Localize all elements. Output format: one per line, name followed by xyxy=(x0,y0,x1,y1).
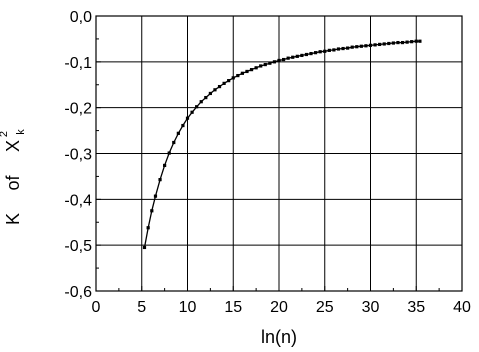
data-point xyxy=(378,42,382,47)
y-axis-label: K of X 2 k xyxy=(0,129,27,225)
data-point xyxy=(387,41,391,46)
x-tick-label: 35 xyxy=(407,299,425,316)
data-point xyxy=(181,123,185,128)
data-point xyxy=(382,42,386,46)
x-tick-label: 30 xyxy=(362,299,380,316)
y-tick-label: -0,1 xyxy=(64,55,92,72)
data-point xyxy=(167,151,171,155)
data-point xyxy=(323,49,327,53)
data-point xyxy=(286,56,290,60)
data-point xyxy=(208,91,212,96)
data-point xyxy=(176,131,180,135)
x-tick-label: 15 xyxy=(224,299,242,316)
x-tick-labels: 0 5 10 15 20 25 30 35 40 xyxy=(92,299,471,316)
data-point xyxy=(249,68,254,72)
data-point xyxy=(359,44,363,48)
data-point xyxy=(318,50,322,54)
data-point xyxy=(332,48,336,52)
data-point xyxy=(142,245,147,250)
data-point xyxy=(236,73,240,78)
y-axis-label-of: of xyxy=(3,174,23,190)
y-tick-labels: 0,0 -0,1 -0,2 -0,3 -0,4 -0,5 -0,6 xyxy=(64,9,92,301)
data-point xyxy=(158,178,162,182)
data-point xyxy=(150,209,154,213)
y-tick-label: -0,6 xyxy=(64,284,92,301)
x-tick-label: 25 xyxy=(316,299,334,316)
data-point xyxy=(185,116,190,120)
data-point xyxy=(254,66,258,70)
data-point xyxy=(146,226,150,230)
data-point xyxy=(300,53,304,58)
x-tick-label: 20 xyxy=(270,299,288,316)
y-axis-label-x: X xyxy=(3,140,23,152)
data-point xyxy=(153,194,158,198)
data-point xyxy=(277,58,281,63)
data-point xyxy=(396,40,400,45)
data-point xyxy=(309,51,313,56)
series-line xyxy=(143,40,420,248)
x-tick-label: 10 xyxy=(179,299,197,316)
x-tick-label: 5 xyxy=(137,299,146,316)
data-point xyxy=(291,55,295,59)
data-point xyxy=(350,45,354,49)
series-points xyxy=(142,39,422,250)
data-point xyxy=(240,71,244,75)
data-point xyxy=(163,163,167,168)
x-tick-label: 40 xyxy=(453,299,471,316)
data-point xyxy=(259,64,263,68)
data-point xyxy=(304,52,309,57)
data-point xyxy=(314,51,318,55)
data-point xyxy=(373,43,377,47)
data-point xyxy=(213,88,217,92)
x-tick-label: 0 xyxy=(92,299,101,316)
y-axis-label-superscript: 2 xyxy=(0,131,10,137)
y-axis-label-k: K xyxy=(3,213,23,225)
data-point xyxy=(281,57,286,62)
data-point xyxy=(391,41,395,45)
data-point xyxy=(341,46,345,51)
data-point xyxy=(227,79,231,83)
axis-ticks xyxy=(95,15,463,292)
data-point xyxy=(272,60,277,64)
y-tick-label: -0,5 xyxy=(64,238,92,255)
data-point xyxy=(172,140,176,145)
data-point xyxy=(414,39,418,43)
data-point xyxy=(245,69,249,74)
data-point xyxy=(418,39,422,43)
data-point xyxy=(364,44,368,48)
y-tick-label: 0,0 xyxy=(70,9,92,26)
data-point xyxy=(231,76,235,80)
data-point xyxy=(346,46,350,50)
data-point xyxy=(190,110,194,114)
data-point xyxy=(295,54,299,58)
grid-lines xyxy=(96,16,462,291)
data-point xyxy=(410,40,414,44)
data-point xyxy=(405,40,409,44)
data-point xyxy=(336,47,341,51)
data-point xyxy=(199,100,203,104)
y-tick-label: -0,2 xyxy=(64,101,92,118)
y-tick-label: -0,4 xyxy=(64,192,92,209)
y-tick-label: -0,3 xyxy=(64,147,92,164)
data-point xyxy=(327,48,331,52)
x-axis-label: ln(n) xyxy=(261,327,297,347)
data-point xyxy=(222,81,226,85)
data-point xyxy=(204,95,208,100)
data-point xyxy=(368,43,373,47)
data-point xyxy=(195,105,199,109)
data-point xyxy=(355,45,359,49)
data-point xyxy=(268,61,272,65)
data-point xyxy=(400,40,405,45)
data-point xyxy=(263,62,267,67)
y-axis-label-subscript: k xyxy=(15,129,27,135)
data-point xyxy=(217,84,222,89)
